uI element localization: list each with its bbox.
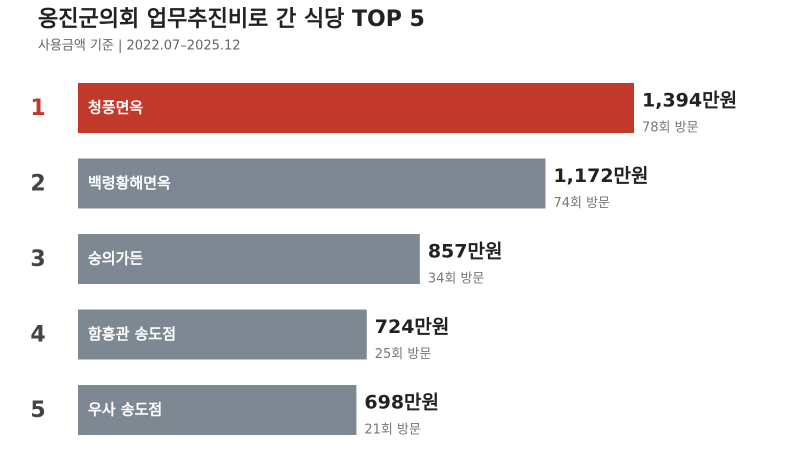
bar [78,234,420,284]
value-label: 857만원 [428,241,503,263]
bar [78,83,634,133]
value-label: 698만원 [364,392,439,414]
bar [78,158,546,209]
rank-label: 1 [30,96,45,121]
bar-label: 청풍면옥 [88,99,143,117]
visit-note: 25회 방문 [375,347,432,362]
visit-note: 21회 방문 [364,423,421,438]
visit-note: 78회 방문 [642,121,699,136]
value-label: 1,172만원 [553,165,648,187]
bar-label: 백령황해면옥 [88,174,171,192]
bar-label: 우사 송도점 [88,401,162,419]
rank-label: 5 [30,398,45,423]
rank-label: 4 [30,323,45,348]
rank-label: 3 [30,247,45,272]
chart-title: 옹진군의회 업무추진비로 간 식당 TOP 5 [38,7,425,32]
visit-note: 34회 방문 [428,272,485,287]
value-label: 724만원 [375,316,450,338]
rank-label: 2 [30,172,45,197]
bar-label: 함흥관 송도점 [88,325,176,343]
bar [78,385,357,435]
visit-note: 74회 방문 [553,196,610,211]
value-label: 1,394만원 [642,90,737,112]
chart-subtitle: 사용금액 기준 | 2022.07–2025.12 [38,39,241,54]
bar-label: 숭의가든 [88,250,143,268]
bar [78,309,367,360]
